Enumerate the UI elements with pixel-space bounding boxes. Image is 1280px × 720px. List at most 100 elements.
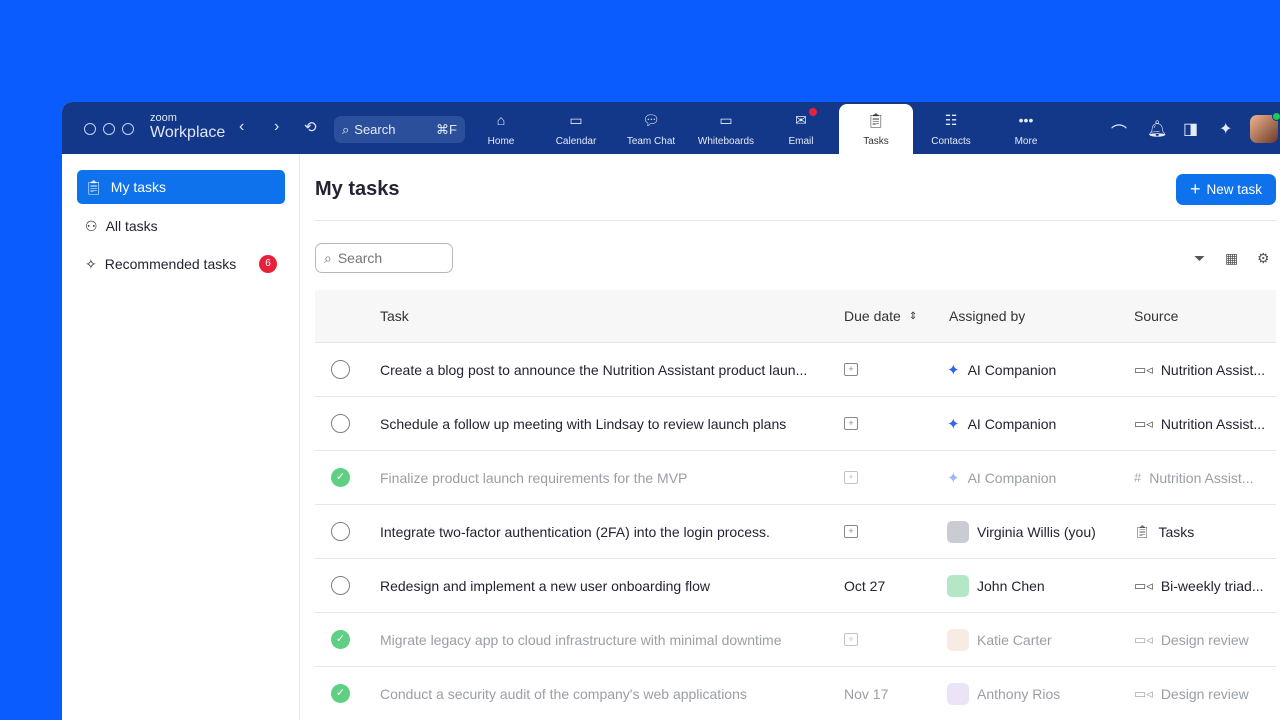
video-icon: ▭◃ <box>1134 685 1153 701</box>
close-button[interactable] <box>84 123 96 135</box>
assigned-by: John Chen <box>977 577 1045 594</box>
task-title[interactable]: Migrate legacy app to cloud infrastructu… <box>380 631 782 648</box>
source[interactable]: Nutrition Assist... <box>1149 469 1254 486</box>
checkbox[interactable] <box>331 414 350 433</box>
table-row[interactable]: ✓ Conduct a security audit of the compan… <box>315 667 1276 720</box>
search-input[interactable] <box>337 250 438 266</box>
column-due-date[interactable]: Due date ⇕ <box>844 290 917 342</box>
history-icon[interactable]: ⟲ <box>304 119 317 136</box>
ai-companion-icon: ✦ <box>947 361 960 379</box>
logo-small: zoom <box>150 112 177 124</box>
table-row[interactable]: Schedule a follow up meeting with Lindsa… <box>315 397 1276 451</box>
task-title[interactable]: Conduct a security audit of the company'… <box>380 685 747 702</box>
checked-checkbox[interactable]: ✓ <box>331 468 350 487</box>
search-icon: ⌕ <box>342 121 350 137</box>
sidebar-item-recommended-tasks[interactable]: ✧ Recommended tasks 6 <box>77 247 285 281</box>
video-icon: ▭◃ <box>1134 631 1153 647</box>
source[interactable]: Bi-weekly triad... <box>1160 577 1264 594</box>
panel-icon[interactable]: ◨ <box>1183 121 1199 138</box>
people-icon: ⚇ <box>85 217 98 234</box>
checkbox[interactable] <box>331 360 350 379</box>
ai-sparkle-icon[interactable]: ✦ <box>1219 121 1233 138</box>
video-icon: ▭◃ <box>1134 361 1153 377</box>
checkbox[interactable] <box>331 576 350 595</box>
source[interactable]: Design review <box>1160 631 1249 648</box>
task-title[interactable]: Integrate two-factor authentication (2FA… <box>380 523 770 540</box>
tasks-icon: 📋︎ <box>85 178 103 195</box>
home-icon: ⌂ <box>496 112 506 128</box>
table-view-icon[interactable]: ▦ <box>1225 250 1239 266</box>
task-title[interactable]: Redesign and implement a new user onboar… <box>380 577 710 594</box>
bell-icon[interactable]: 🔔︎ <box>1147 121 1168 138</box>
checkbox[interactable] <box>331 522 350 541</box>
source[interactable]: Nutrition Assist... <box>1160 415 1266 432</box>
logo-large: Workplace <box>150 124 226 141</box>
new-task-button[interactable]: + New task <box>1176 174 1276 205</box>
sort-icon[interactable]: ⇕ <box>908 310 918 322</box>
table-row[interactable]: Create a blog post to announce the Nutri… <box>315 343 1276 397</box>
tab-email[interactable]: ✉ Email <box>764 102 838 154</box>
add-date-icon[interactable]: + <box>844 417 858 430</box>
search-bar[interactable]: ⌕ Search ⌘F <box>334 116 465 143</box>
tab-contacts[interactable]: ☷ Contacts <box>914 102 988 154</box>
calendar-icon: ▭ <box>569 112 583 128</box>
task-search[interactable]: ⌕ <box>315 243 453 273</box>
add-date-icon[interactable]: + <box>844 363 858 376</box>
sidebar-item-label: My tasks <box>110 179 167 195</box>
source[interactable]: Tasks <box>1158 523 1195 540</box>
tab-tasks[interactable]: 📋︎ Tasks <box>839 104 913 154</box>
sidebar-item-my-tasks[interactable]: 📋︎ My tasks <box>77 170 285 204</box>
due-date[interactable]: Oct 27 <box>844 577 886 594</box>
task-title[interactable]: Schedule a follow up meeting with Lindsa… <box>380 415 787 432</box>
add-date-icon[interactable]: + <box>844 471 858 484</box>
forward-icon[interactable]: › <box>274 118 280 135</box>
task-title[interactable]: Finalize product launch requirements for… <box>380 469 688 486</box>
tab-team-chat[interactable]: 💬︎ Team Chat <box>614 102 688 154</box>
table-row[interactable]: ✓ Migrate legacy app to cloud infrastruc… <box>315 613 1276 667</box>
table-row[interactable]: Redesign and implement a new user onboar… <box>315 559 1276 613</box>
assigned-by: Anthony Rios <box>977 685 1061 702</box>
source[interactable]: Nutrition Assist... <box>1160 361 1266 378</box>
due-date[interactable]: Nov 17 <box>844 685 889 702</box>
contacts-icon: ☷ <box>944 112 958 128</box>
column-task[interactable]: Task <box>380 308 409 324</box>
sidebar-item-label: All tasks <box>105 218 158 234</box>
column-source[interactable]: Source <box>1134 308 1179 324</box>
tasks-icon: 📋︎ <box>1134 523 1151 539</box>
plus-icon: + <box>1189 179 1201 199</box>
source[interactable]: Design review <box>1160 685 1249 702</box>
tab-calendar[interactable]: ▭ Calendar <box>539 102 613 154</box>
checked-checkbox[interactable]: ✓ <box>331 684 350 703</box>
settings-icon[interactable]: ⚙ <box>1257 250 1270 266</box>
tab-label: Calendar <box>555 136 597 147</box>
table-row[interactable]: ✓ Finalize product launch requirements f… <box>315 451 1276 505</box>
add-date-icon[interactable]: + <box>844 633 858 646</box>
column-assigned-by[interactable]: Assigned by <box>949 308 1026 324</box>
add-date-icon[interactable]: + <box>844 525 858 538</box>
sparkle-icon: ✧ <box>85 255 97 272</box>
assigned-by: Virginia Willis (you) <box>977 523 1096 540</box>
table-row[interactable]: Integrate two-factor authentication (2FA… <box>315 505 1276 559</box>
filter-icon[interactable]: ⏷ <box>1194 250 1206 266</box>
tasks-table: Task Due date ⇕ Assigned by Source Create… <box>315 290 1276 720</box>
sidebar-item-all-tasks[interactable]: ⚇ All tasks <box>77 209 285 243</box>
tab-more[interactable]: ••• More <box>989 102 1063 154</box>
minimize-button[interactable] <box>103 123 115 135</box>
back-icon[interactable]: ‹ <box>239 118 245 135</box>
email-icon: ✉ <box>795 112 807 128</box>
divider <box>315 220 1276 221</box>
tab-label: Home <box>487 136 515 147</box>
broadcast-icon[interactable]: ⌒ <box>1111 125 1128 142</box>
checked-checkbox[interactable]: ✓ <box>331 630 350 649</box>
tab-home[interactable]: ⌂ Home <box>464 102 538 154</box>
new-task-label: New task <box>1206 182 1263 197</box>
tab-label: Whiteboards <box>697 136 755 147</box>
more-icon: ••• <box>1018 112 1034 128</box>
sidebar: 📋︎ My tasks ⚇ All tasks ✧ Recommended tasks… <box>62 154 300 720</box>
tab-whiteboards[interactable]: ▭ Whiteboards <box>689 102 763 154</box>
assigned-by: AI Companion <box>967 361 1057 378</box>
user-avatar[interactable] <box>1250 112 1280 143</box>
maximize-button[interactable] <box>122 123 134 135</box>
chat-icon: 💬︎ <box>642 112 660 128</box>
task-title[interactable]: Create a blog post to announce the Nutri… <box>380 361 808 378</box>
